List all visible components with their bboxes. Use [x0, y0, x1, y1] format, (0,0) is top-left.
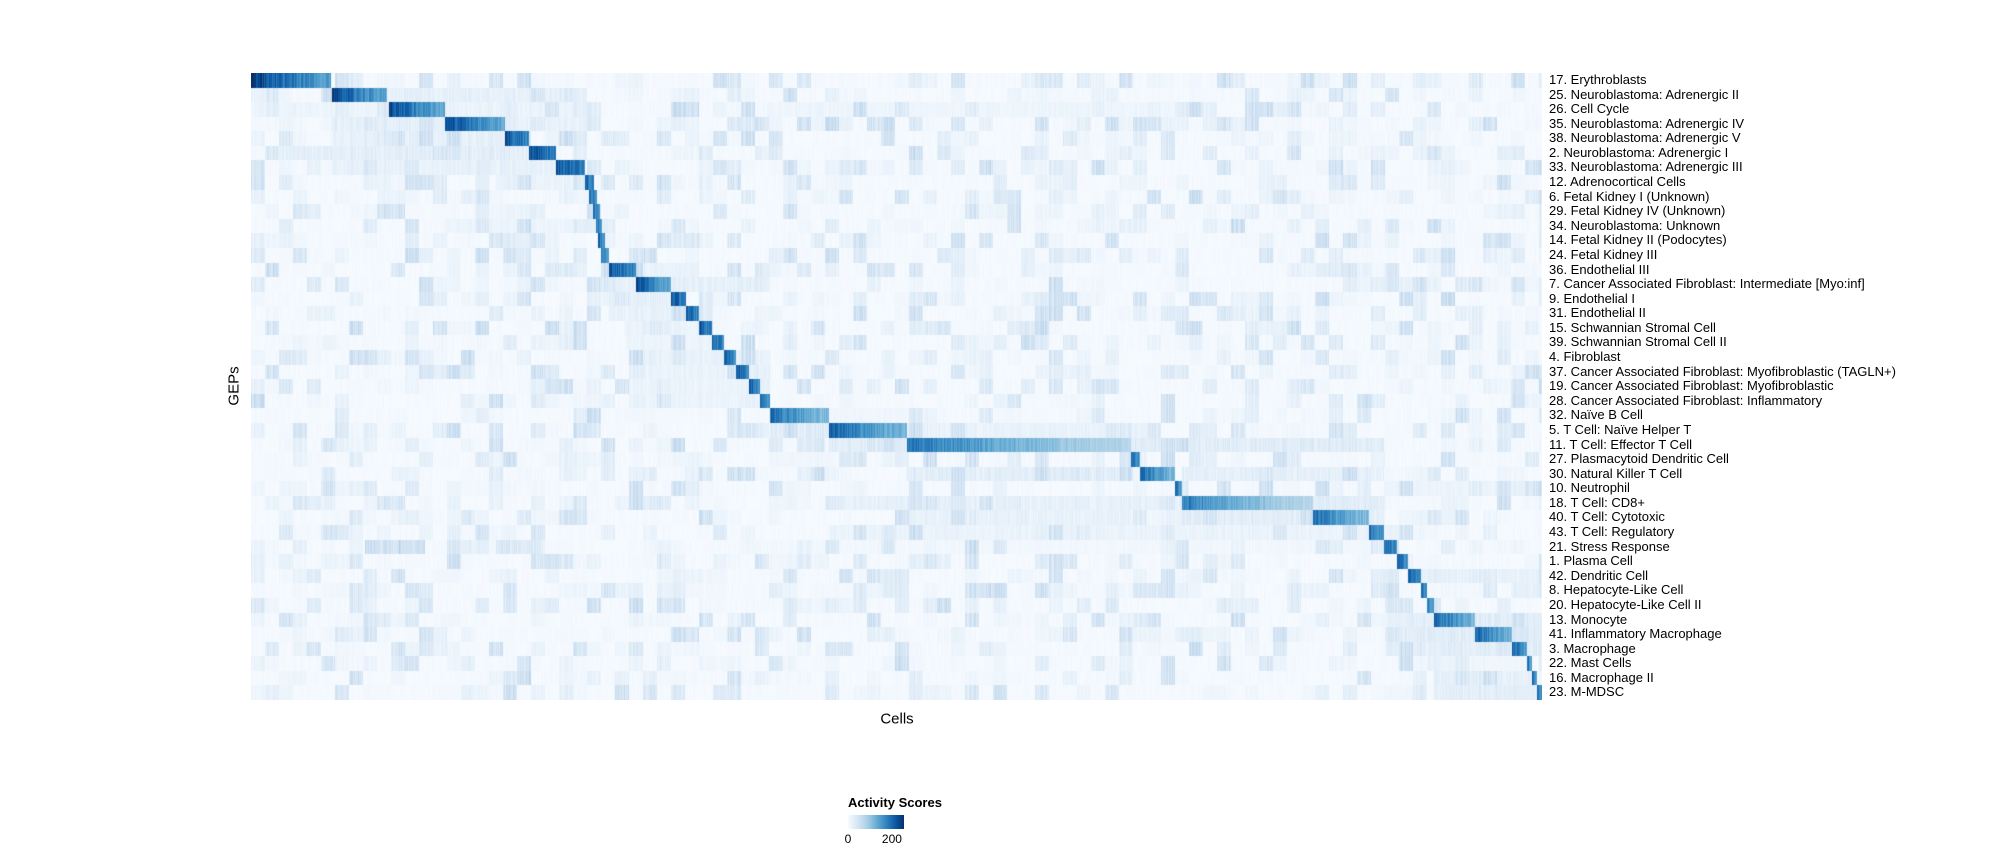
- row-label: 19. Cancer Associated Fibroblast: Myofib…: [1549, 378, 1834, 394]
- row-label: 13. Monocyte: [1549, 611, 1628, 627]
- row-label: 10. Neutrophil: [1549, 480, 1630, 496]
- row-label: 35. Neuroblastoma: Adrenergic IV: [1549, 115, 1745, 131]
- row-label: 42. Dendritic Cell: [1549, 567, 1648, 583]
- row-label: 8. Hepatocyte-Like Cell: [1549, 582, 1684, 598]
- row-label: 31. Endothelial II: [1549, 305, 1646, 321]
- row-label: 17. Erythroblasts: [1549, 72, 1647, 87]
- row-label: 15. Schwannian Stromal Cell: [1549, 319, 1716, 335]
- row-label: 28. Cancer Associated Fibroblast: Inflam…: [1549, 392, 1823, 408]
- row-label: 34. Neuroblastoma: Unknown: [1549, 217, 1721, 233]
- heatmap-canvas: [251, 73, 1542, 700]
- row-label: 12. Adrenocortical Cells: [1549, 174, 1686, 190]
- activity-scores-legend: Activity Scores 0 200: [844, 795, 942, 848]
- legend-title: Activity Scores: [848, 795, 942, 810]
- row-label: 38. Neuroblastoma: Adrenergic V: [1549, 130, 1741, 146]
- row-label: 20. Hepatocyte-Like Cell II: [1549, 596, 1702, 612]
- row-label: 24. Fetal Kidney III: [1549, 246, 1658, 262]
- row-label: 30. Natural Killer T Cell: [1549, 465, 1683, 481]
- row-label: 18. T Cell: CD8+: [1549, 494, 1645, 510]
- row-label: 37. Cancer Associated Fibroblast: Myofib…: [1549, 363, 1896, 379]
- row-label: 21. Stress Response: [1549, 538, 1670, 554]
- legend-tick-min: 0: [844, 832, 852, 846]
- row-label: 25. Neuroblastoma: Adrenergic II: [1549, 86, 1740, 102]
- row-label: 16. Macrophage II: [1549, 669, 1654, 685]
- row-label: 11. T Cell: Effector T Cell: [1549, 436, 1693, 452]
- row-label: 7. Cancer Associated Fibroblast: Interme…: [1549, 276, 1865, 292]
- row-label: 33. Neuroblastoma: Adrenergic III: [1549, 159, 1743, 175]
- row-label: 6. Fetal Kidney I (Unknown): [1549, 188, 1710, 204]
- row-label: 29. Fetal Kidney IV (Unknown): [1549, 203, 1726, 219]
- row-label: 5. T Cell: Naïve Helper T: [1549, 421, 1692, 437]
- row-label: 26. Cell Cycle: [1549, 101, 1630, 117]
- row-label: 3. Macrophage: [1549, 640, 1636, 656]
- y-axis-label: GEPs: [225, 366, 243, 406]
- row-label: 2. Neuroblastoma: Adrenergic I: [1549, 144, 1729, 160]
- row-label: 40. T Cell: Cytotoxic: [1549, 509, 1665, 525]
- row-labels: 17. Erythroblasts 25. Neuroblastoma: Adre…: [1549, 72, 2004, 700]
- row-label: 36. Endothelial III: [1549, 261, 1650, 277]
- row-label: 39. Schwannian Stromal Cell II: [1549, 334, 1727, 350]
- legend-tick-max: 200: [881, 832, 902, 846]
- row-label: 43. T Cell: Regulatory: [1549, 524, 1675, 540]
- legend-ticks: 0 200: [844, 832, 904, 848]
- row-label: 1. Plasma Cell: [1549, 553, 1633, 569]
- row-label: 27. Plasmacytoid Dendritic Cell: [1549, 451, 1729, 467]
- row-label: 32. Naïve B Cell: [1549, 407, 1643, 423]
- row-label: 9. Endothelial I: [1549, 290, 1636, 306]
- row-label: 41. Inflammatory Macrophage: [1549, 626, 1722, 642]
- row-label: 22. Mast Cells: [1549, 655, 1632, 671]
- row-label: 23. M-MDSC: [1549, 684, 1625, 700]
- legend-gradient-bar: [848, 815, 904, 829]
- row-label: 4. Fibroblast: [1549, 349, 1621, 365]
- row-label: 14. Fetal Kidney II (Podocytes): [1549, 232, 1727, 248]
- x-axis-label: Cells: [880, 710, 914, 728]
